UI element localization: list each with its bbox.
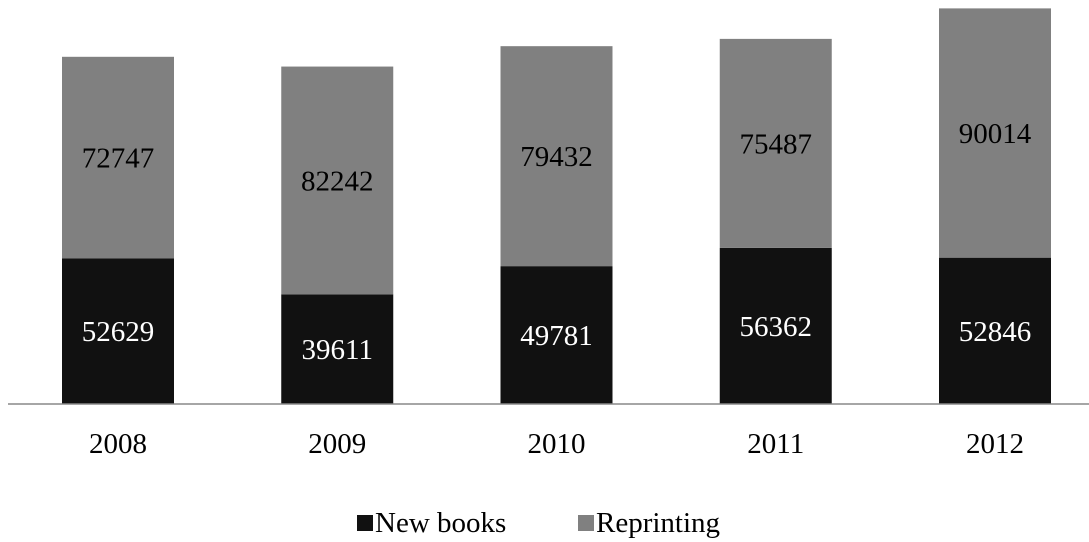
bar-reprinting-2010	[500, 46, 613, 267]
data-label-reprinting-2012: 90014	[959, 118, 1032, 150]
data-label-new-books-2011: 56362	[740, 311, 813, 343]
bar-new-books-2008	[62, 258, 174, 404]
data-label-new-books-2008: 52629	[82, 316, 155, 348]
bar-new-books-2012	[939, 257, 1051, 404]
data-label-new-books-2009: 39611	[302, 334, 373, 366]
legend-label-reprinting: Reprinting	[596, 507, 720, 539]
x-tick-label-2010: 2010	[528, 428, 586, 460]
legend-swatch-new-books	[357, 515, 373, 531]
data-labels-group: 52629 72747 39611 82242 49781 79432 56362 75487…	[82, 118, 1032, 366]
data-label-reprinting-2009: 82242	[301, 165, 374, 197]
bar-reprinting-2011	[719, 38, 832, 248]
x-tick-label-2009: 2009	[308, 428, 366, 460]
data-label-new-books-2012: 52846	[959, 316, 1032, 348]
bar-reprinting-2008	[62, 56, 174, 259]
x-tick-label-2012: 2012	[966, 428, 1024, 460]
x-tick-label-2008: 2008	[89, 428, 147, 460]
data-label-reprinting-2010: 79432	[520, 141, 593, 173]
data-label-new-books-2010: 49781	[520, 320, 593, 352]
x-tick-label-2011: 2011	[747, 428, 804, 460]
bars-group	[62, 8, 1051, 404]
x-tick-labels-group: 2008 2009 2010 2011 2012	[89, 428, 1024, 460]
bar-new-books-2011	[719, 247, 832, 404]
legend-swatch-reprinting	[578, 515, 594, 531]
data-label-reprinting-2011: 75487	[740, 128, 813, 160]
bar-reprinting-2012	[939, 8, 1051, 258]
bar-new-books-2010	[500, 266, 613, 404]
bar-new-books-2009	[281, 294, 394, 404]
bar-reprinting-2009	[281, 66, 394, 295]
legend-label-new-books: New books	[375, 507, 506, 539]
data-label-reprinting-2008: 72747	[82, 143, 155, 175]
legend: New books Reprinting	[357, 507, 720, 539]
